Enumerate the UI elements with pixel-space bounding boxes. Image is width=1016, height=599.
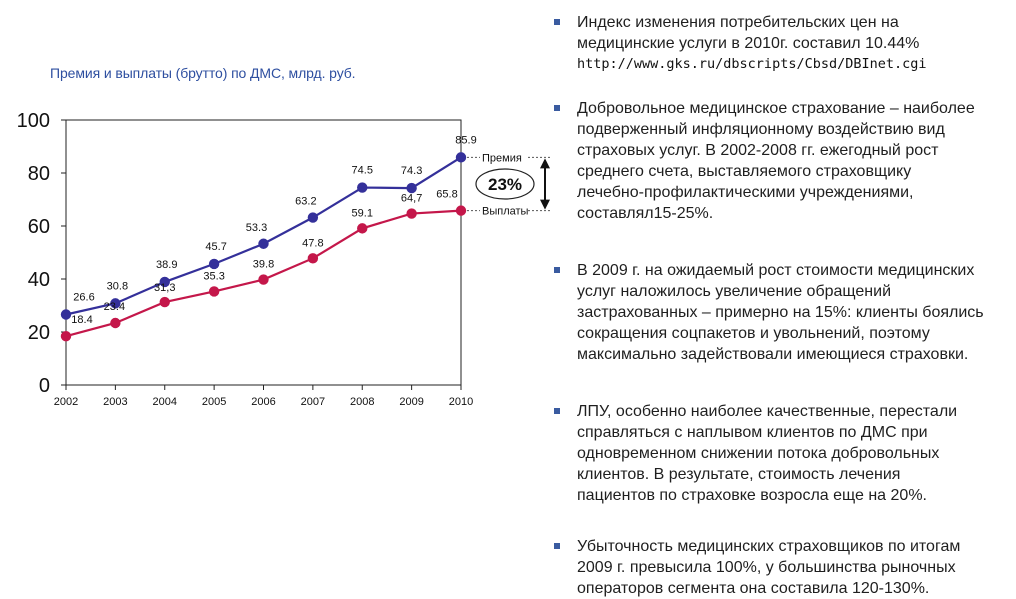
data-point <box>406 182 417 194</box>
data-label: 63.2 <box>295 196 316 208</box>
data-label: 47.8 <box>302 237 323 249</box>
plot-frame <box>65 119 462 386</box>
x-tick-label: 2005 <box>202 396 226 408</box>
data-point <box>307 253 319 264</box>
bullet-item: ЛПУ, особенно наиболее качественные, пер… <box>552 401 1016 506</box>
percent-annotation: 23% <box>488 175 522 194</box>
bullet-square-icon <box>554 267 560 273</box>
data-point <box>110 317 121 329</box>
bullet-item: Индекс изменения потребительских цен на … <box>552 12 1016 74</box>
x-tick-label: 2008 <box>350 396 374 408</box>
bullet-list: Индекс изменения потребительских цен на … <box>552 12 1016 599</box>
bullet-item: В 2009 г. на ожидаемый рост стоимости ме… <box>552 260 1016 365</box>
data-point <box>258 238 269 249</box>
data-point <box>455 152 467 163</box>
data-label: 74.3 <box>401 165 422 177</box>
data-point <box>208 286 220 297</box>
series-name-label: Премия <box>482 152 522 164</box>
data-label: 64,7 <box>401 193 422 205</box>
arrow-head-up <box>540 158 550 169</box>
percent-oval <box>475 168 535 200</box>
data-label: 23.4 <box>104 301 125 313</box>
arrow-head-down <box>540 199 550 210</box>
x-tick-label: 2007 <box>301 396 325 408</box>
x-tick-label: 2010 <box>449 396 473 408</box>
data-point <box>208 258 220 270</box>
bullet-square-icon <box>554 543 560 549</box>
series-name-label: Выплаты <box>482 206 529 218</box>
data-point <box>110 298 121 309</box>
data-label: 31,3 <box>154 282 175 294</box>
bullet-text: Убыточность медицинских страховщиков по … <box>577 538 961 597</box>
data-label: 65.8 <box>436 189 457 201</box>
data-point <box>159 276 170 288</box>
data-label: 59.1 <box>352 207 373 219</box>
source-url: http://www.gks.ru/dbscripts/Cbsd/DBInet.… <box>577 56 927 72</box>
y-tick-label: 80 <box>28 163 50 185</box>
data-point <box>357 182 368 193</box>
data-point <box>60 331 72 342</box>
y-tick-label: 20 <box>28 322 50 344</box>
y-tick-label: 0 <box>39 375 50 397</box>
y-tick-label: 60 <box>28 216 50 238</box>
data-label: 18.4 <box>71 314 92 326</box>
data-label: 53.3 <box>246 222 267 234</box>
data-point <box>307 212 319 223</box>
data-label: 85.9 <box>455 134 476 146</box>
x-tick-label: 2003 <box>103 396 127 408</box>
bullet-item: Добровольное медицинское страхование – н… <box>552 98 1016 224</box>
line-chart: 0 20 40 60 80 100 2002 2003 2004 2005 2006 2007 2008… <box>17 110 550 408</box>
data-label: 35.3 <box>203 270 224 282</box>
data-point <box>406 208 417 219</box>
bullet-square-icon <box>554 19 560 25</box>
y-tick-label: 40 <box>28 269 50 291</box>
data-label: 38.9 <box>156 259 177 271</box>
data-label: 39.8 <box>253 259 274 271</box>
x-tick-label: 2004 <box>153 396 177 408</box>
x-tick-label: 2006 <box>251 396 275 408</box>
x-tick-label: 2002 <box>54 396 78 408</box>
bullet-text: Индекс изменения потребительских цен на … <box>577 14 920 52</box>
data-point <box>357 223 368 234</box>
chart-title: Премия и выплаты (брутто) по ДМС, млрд. … <box>50 65 356 81</box>
data-label: 30.8 <box>107 280 128 292</box>
bullet-text: В 2009 г. на ожидаемый рост стоимости ме… <box>577 262 984 363</box>
x-tick-label: 2009 <box>399 396 423 408</box>
bullet-square-icon <box>554 408 560 414</box>
bullet-text: ЛПУ, особенно наиболее качественные, пер… <box>577 403 958 504</box>
bullet-item: Убыточность медицинских страховщиков по … <box>552 536 1016 599</box>
data-point <box>60 309 72 320</box>
data-label: 74.5 <box>352 165 373 177</box>
data-point <box>159 296 170 308</box>
bullet-square-icon <box>554 105 560 111</box>
data-label: 26.6 <box>73 292 94 304</box>
data-point <box>455 205 467 216</box>
data-label: 45.7 <box>205 241 226 253</box>
bullet-text: Добровольное медицинское страхование – н… <box>577 100 975 222</box>
y-tick-label: 100 <box>17 110 50 132</box>
data-point <box>258 274 269 285</box>
